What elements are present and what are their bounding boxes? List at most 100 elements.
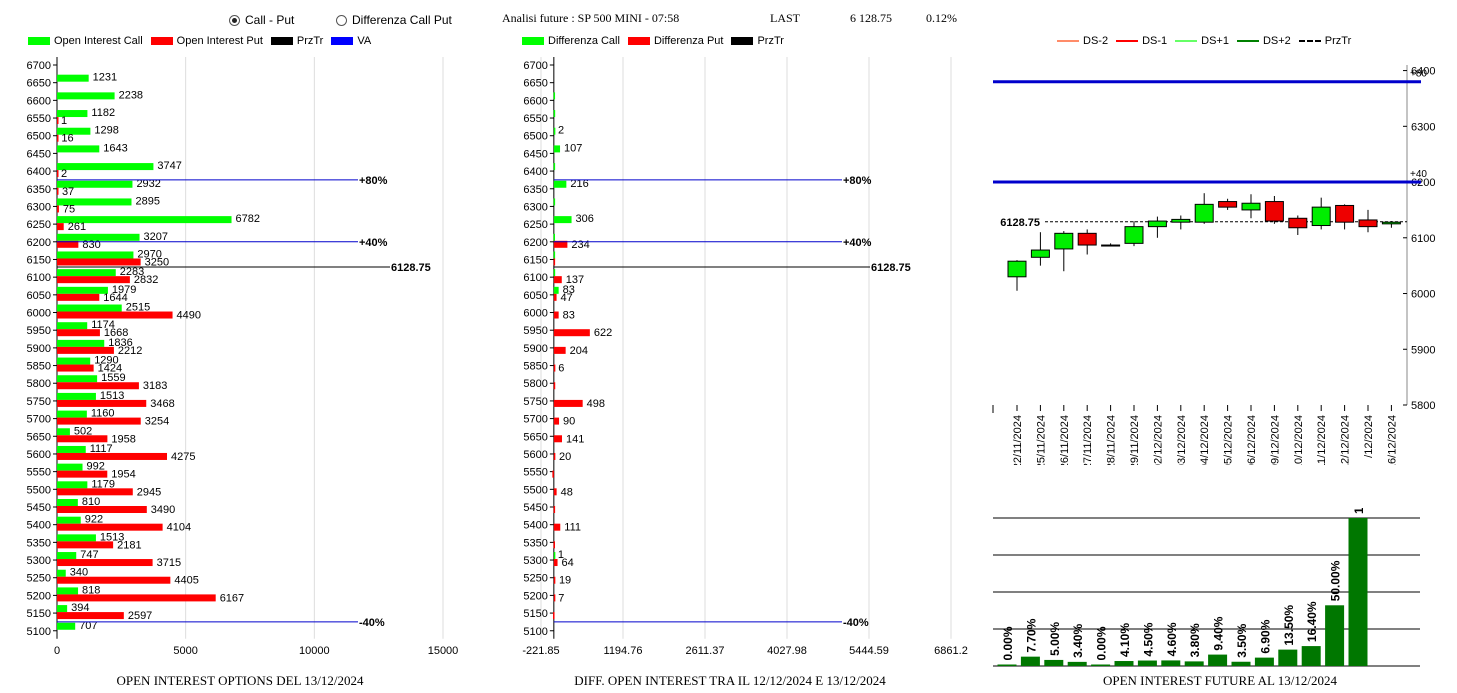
call-value-label: 2	[558, 125, 564, 137]
put-bar	[57, 576, 171, 584]
strike-label: 6300	[523, 201, 547, 213]
call-bar	[57, 552, 77, 560]
radio-call-put-label: Call - Put	[245, 13, 295, 27]
oi-bar-label: 121.90%	[1352, 508, 1366, 514]
put-bar	[57, 240, 79, 248]
oi-bar-label: 4.60%	[1165, 622, 1179, 656]
put-bar	[57, 559, 153, 567]
strike-label: 5200	[523, 590, 547, 602]
candle-body	[1358, 219, 1378, 228]
call-value-label: 216	[570, 178, 588, 190]
put-bar	[57, 470, 108, 478]
strike-label: 5550	[27, 467, 51, 479]
put-bar	[57, 506, 147, 513]
strike-label: 6700	[523, 60, 547, 72]
candlestick-chart: 5800 5900 6000 6100 6200 6300 6400+80 +40 6128.7…	[992, 65, 1435, 465]
strike-label: 5400	[27, 520, 51, 532]
legend-label: DS+1	[1201, 35, 1229, 47]
strike-label: 5850	[27, 361, 51, 373]
legend-swatch	[150, 37, 173, 45]
call-value-label: 2895	[135, 195, 159, 207]
put-bar	[57, 134, 59, 142]
strike-label: 6650	[27, 78, 51, 90]
call-bar	[57, 163, 154, 171]
call-value-label: 2932	[136, 178, 160, 190]
reference-label: +40	[1410, 169, 1427, 180]
call-value-label: 1559	[101, 372, 125, 384]
radio-dot-call-put[interactable]	[229, 14, 240, 26]
oi-bar	[1301, 646, 1321, 666]
put-bar	[57, 346, 114, 354]
strike-label: 5950	[523, 325, 547, 337]
legend-item: Open Interest Put	[150, 35, 263, 47]
put-value-label: 141	[566, 433, 584, 445]
call-bar	[553, 92, 556, 100]
call-value-label: 306	[576, 213, 594, 225]
candle-body	[1101, 244, 1121, 247]
legend-label: PrzTr	[1324, 35, 1352, 47]
call-value-label: 1979	[112, 284, 136, 296]
call-bar	[553, 163, 556, 171]
legend-item: VA	[331, 35, 371, 47]
legend-item: Differenza Put	[627, 35, 723, 47]
call-bar	[553, 233, 555, 241]
radio-call-put[interactable]: Call - Put	[229, 13, 294, 27]
caption-chart1: OPEN INTEREST OPTIONS DEL 13/12/2024	[116, 673, 364, 688]
call-bar	[553, 110, 556, 118]
call-bar	[57, 286, 108, 294]
call-bar	[553, 198, 556, 206]
call-bar	[57, 110, 88, 118]
call-bar	[57, 499, 78, 506]
strike-label: 6350	[27, 184, 51, 196]
date-label: 22/11/2024	[1012, 415, 1024, 465]
radio-dot-diff[interactable]	[336, 14, 347, 26]
strike-label: 6200	[523, 237, 547, 249]
header-title: Analisi future : SP 500 MINI - 07:58	[502, 11, 680, 25]
call-bar	[57, 269, 116, 277]
candle-body	[1171, 218, 1191, 223]
strike-label: 5300	[523, 555, 547, 567]
legend-item: DS-2	[1057, 35, 1108, 47]
y-tick-label: 6400	[1411, 66, 1435, 78]
reference-label: +80%	[843, 175, 872, 187]
strike-label: 5450	[27, 502, 51, 514]
date-label: 27/11/2024	[1082, 415, 1094, 465]
date-label: 04/12/2024	[1199, 415, 1211, 465]
x-tick-label: 15000	[428, 645, 459, 657]
call-bar	[553, 286, 559, 294]
x-tick-label: 2611.37	[686, 645, 725, 657]
put-bar	[553, 417, 560, 425]
put-bar	[57, 488, 133, 496]
strike-label: 6050	[523, 290, 547, 302]
put-value-label: 1424	[98, 363, 122, 375]
put-bar	[553, 576, 556, 584]
strike-label: 6250	[27, 219, 51, 231]
legend-label: DS-1	[1142, 35, 1168, 47]
call-value-label: 707	[79, 620, 97, 632]
put-bar	[553, 506, 556, 513]
legend-swatch	[627, 37, 650, 45]
put-bar	[57, 435, 108, 443]
put-bar	[553, 594, 556, 602]
legend-label: DS+2	[1262, 35, 1291, 47]
strike-label: 6150	[27, 254, 51, 266]
candle-body	[1311, 206, 1331, 227]
put-value-label: 64	[562, 557, 574, 569]
strike-label: 5650	[523, 431, 547, 443]
strike-label: 6600	[27, 95, 51, 107]
call-bar	[553, 552, 556, 560]
put-bar	[57, 276, 130, 284]
x-tick-label: 1194.76	[604, 645, 643, 657]
date-label: 29/11/2024	[1129, 415, 1141, 465]
call-bar	[57, 339, 105, 347]
radio-diff[interactable]: Differenza Call Put	[336, 13, 452, 27]
put-value-label: 4490	[177, 310, 201, 322]
strike-label: 6600	[523, 95, 547, 107]
legend-item: DS+1	[1175, 35, 1229, 47]
put-bar	[552, 470, 554, 478]
reference-label: +40%	[359, 237, 388, 249]
call-bar	[553, 127, 556, 135]
strike-label: 6150	[523, 254, 547, 266]
call-bar	[57, 216, 232, 224]
put-bar	[57, 187, 59, 195]
